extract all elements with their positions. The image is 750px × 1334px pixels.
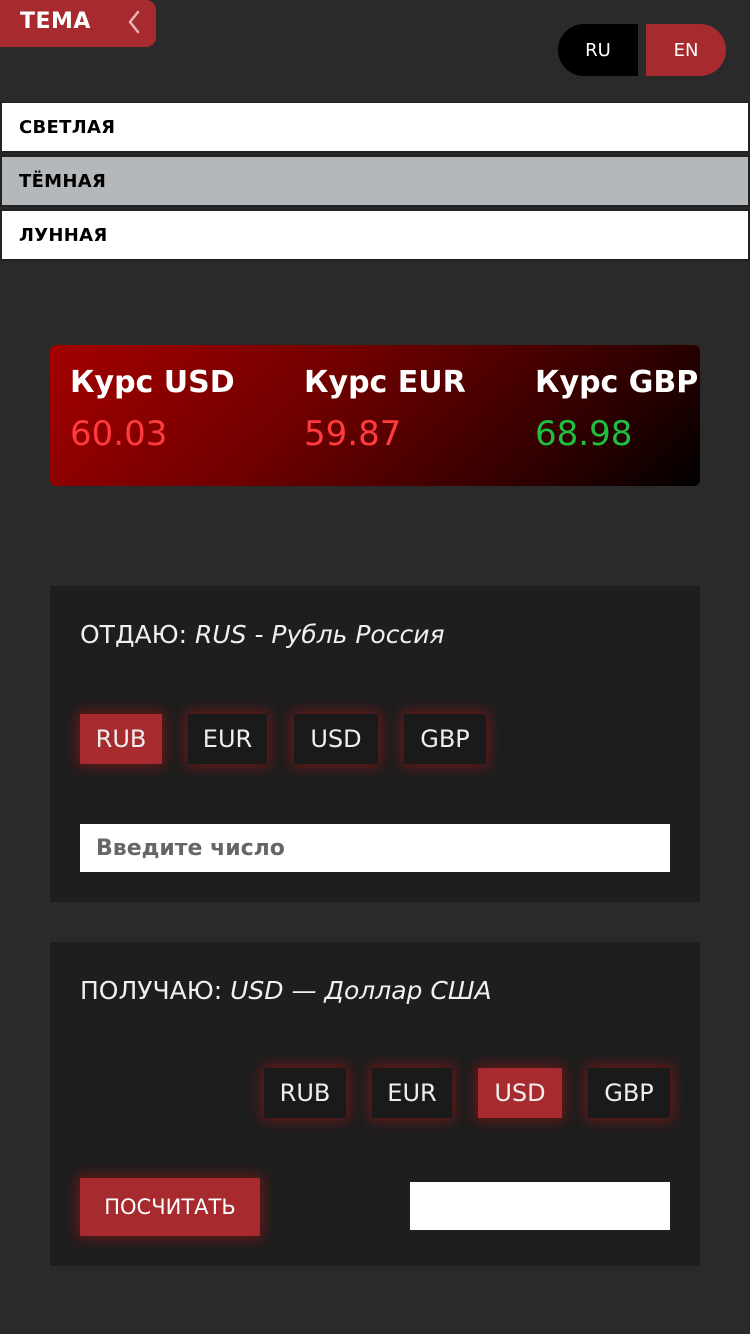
rate-eur-title: Курс EUR [304,365,466,400]
result-output [410,1182,670,1230]
give-title-currency: RUS - Рубль Россия [194,620,445,649]
get-currency-rub[interactable]: RUB [264,1068,346,1118]
language-en-button[interactable]: EN [646,24,726,76]
theme-toggle-tab[interactable]: ТЕМА [0,0,156,47]
rate-gbp-value: 68.98 [535,414,633,454]
rate-usd: Курс USD 60.03 [70,365,235,454]
theme-label: ТЕМА [20,9,91,34]
rate-usd-value: 60.03 [70,414,168,454]
give-currency-eur[interactable]: EUR [188,714,267,764]
get-title-currency: USD — Доллар США [230,976,492,1005]
theme-option-moon[interactable]: ЛУННАЯ [0,209,750,261]
get-currency-gbp[interactable]: GBP [588,1068,670,1118]
amount-input[interactable] [80,824,670,872]
get-card: ПОЛУЧАЮ: USD — Доллар США RUB EUR USD GB… [50,942,700,1266]
get-currency-usd[interactable]: USD [478,1068,562,1118]
give-title: ОТДАЮ: RUS - Рубль Россия [80,620,445,649]
theme-option-light[interactable]: СВЕТЛАЯ [0,101,750,153]
give-currency-usd[interactable]: USD [294,714,378,764]
get-title-prefix: ПОЛУЧАЮ: [80,976,231,1005]
get-title: ПОЛУЧАЮ: USD — Доллар США [80,976,492,1005]
give-currency-rub[interactable]: RUB [80,714,162,764]
theme-menu: СВЕТЛАЯ ТЁМНАЯ ЛУННАЯ [0,101,750,263]
calculate-button[interactable]: ПОСЧИТАТЬ [80,1178,260,1236]
rate-eur: Курс EUR 59.87 [304,365,466,454]
chevron-left-icon[interactable] [124,9,146,35]
give-card: ОТДАЮ: RUS - Рубль Россия RUB EUR USD GB… [50,586,700,902]
exchange-rates-panel: Курс USD 60.03 Курс EUR 59.87 Курс GBP 6… [50,345,700,486]
rate-gbp: Курс GBP 68.98 [535,365,698,454]
rate-gbp-title: Курс GBP [535,365,699,400]
give-currency-gbp[interactable]: GBP [404,714,486,764]
get-currency-eur[interactable]: EUR [372,1068,452,1118]
rate-usd-title: Курс USD [70,365,235,400]
rate-eur-value: 59.87 [304,414,402,454]
language-switch: RU EN [558,24,726,76]
give-title-prefix: ОТДАЮ: [80,620,195,649]
theme-option-dark[interactable]: ТЁМНАЯ [0,155,750,207]
language-ru-button[interactable]: RU [558,24,638,76]
